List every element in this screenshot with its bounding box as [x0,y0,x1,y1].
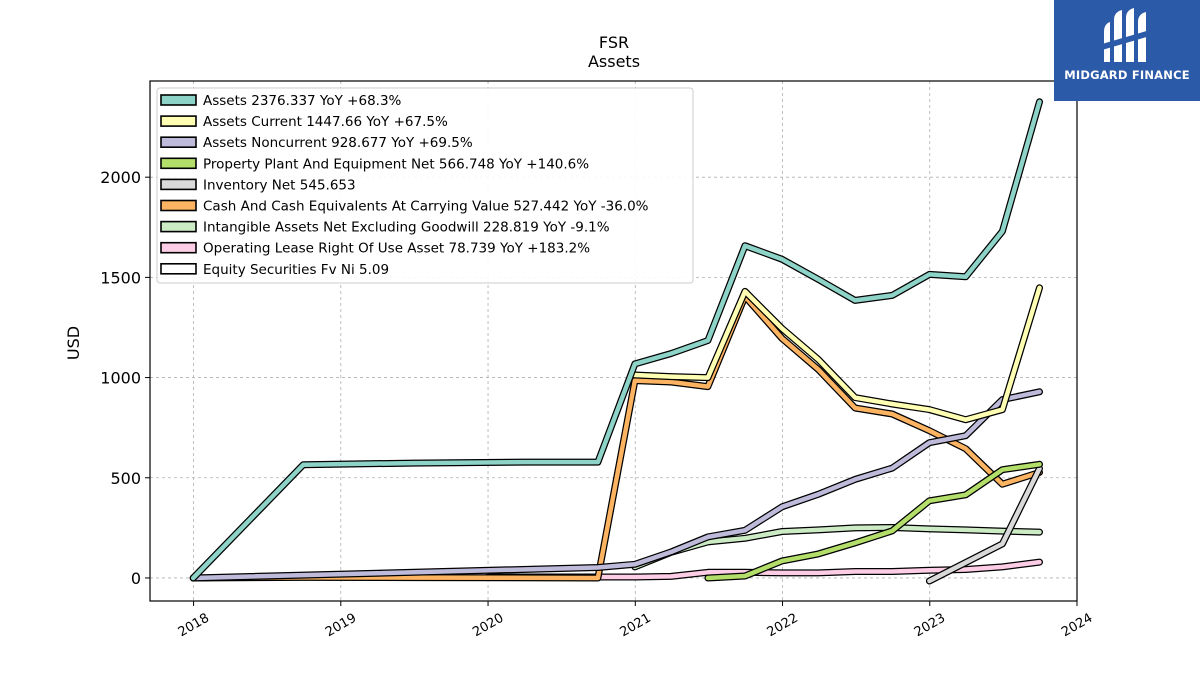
legend-entry-3: Property Plant And Equipment Net 566.748… [203,156,589,172]
series-line-2 [190,389,1042,581]
y-tick-label-2: 1000 [100,369,141,388]
x-tick-label-6: 2024 [1059,611,1095,641]
series-0 [189,98,1043,582]
legend-entry-1: Assets Current 1447.66 YoY +67.5% [203,114,448,130]
legend-entry-6: Intangible Assets Net Excluding Goodwill… [203,220,610,236]
chart-subtitle: Assets [588,52,640,71]
logo-mark-icon [1102,8,1150,62]
series-3 [704,460,1043,582]
series-7 [484,558,1043,581]
legend-entry-7: Operating Lease Right Of Use Asset 78.73… [203,241,590,257]
y-axis-label: USD [64,326,83,360]
legend-swatch-4 [160,178,197,191]
series-line-1 [632,285,1042,422]
series-line-0 [190,99,1042,581]
series-6 [631,524,1043,571]
series-4 [925,465,1043,585]
legend-entry-0: Assets 2376.337 YoY +68.3% [203,93,402,109]
legend-swatch-6 [160,220,197,233]
series-outline-1 [631,284,1043,424]
plot-frame [149,80,1078,602]
legend-entry-4: Inventory Net 545.653 [203,177,356,193]
midgard-finance-logo: MIDGARD FINANCE [1054,0,1200,101]
legend-swatch-3 [160,157,197,170]
y-tick-label-3: 1500 [100,268,141,287]
chart-title: FSR [599,33,629,52]
x-tick-label-4: 2022 [765,611,801,641]
x-tick-label-1: 2019 [323,611,359,641]
legend-entry-2: Assets Noncurrent 928.677 YoY +69.5% [203,135,473,151]
series-line-6 [632,525,1042,570]
series-5 [189,292,1043,582]
x-tick-label-2: 2020 [470,611,506,641]
x-tick-label-5: 2023 [912,611,948,641]
x-tick-label-0: 2018 [176,611,212,641]
legend-swatch-0 [160,94,197,106]
series-line-4 [927,466,1042,584]
legend-frame [156,87,694,284]
legend-entry-8: Equity Securities Fv Ni 5.09 [203,262,389,278]
y-tick-label-0: 0 [131,569,141,588]
y-tick-label-4: 2000 [100,168,141,187]
legend: Assets 2376.337 YoY +68.3% Assets Current… [156,87,694,284]
legend-entry-5: Cash And Cash Equivalents At Carrying Va… [203,199,649,215]
legend-swatch-1 [160,115,197,127]
series-1 [631,284,1043,424]
legend-swatch-5 [160,199,197,212]
logo-text: MIDGARD FINANCE [1064,68,1190,82]
series-lines [189,98,1043,585]
y-tick-label-1: 500 [110,469,141,488]
legend-swatch-7 [160,241,197,254]
legend-swatch-8 [160,262,197,275]
series-line-7 [485,559,1042,580]
series-line-5 [190,294,1042,581]
x-tick-label-3: 2021 [617,611,653,641]
series-line-3 [705,462,1042,581]
series-outline-5 [189,292,1043,582]
series-2 [189,388,1043,582]
legend-swatch-2 [160,136,197,148]
